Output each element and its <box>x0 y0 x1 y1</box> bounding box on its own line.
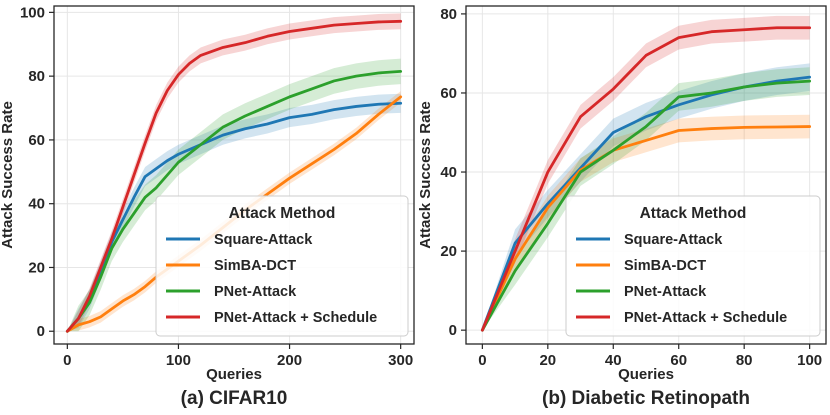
legend: Attack Method Square-Attack SimBA-DCT PNet-… <box>155 195 409 337</box>
x-tick-label: 100 <box>797 352 822 369</box>
x-axis-label: Queries <box>206 366 262 383</box>
x-tick-label: 0 <box>63 352 71 369</box>
legend-label-pnet-attack: PNet-Attack <box>214 284 297 300</box>
y-tick-label: 80 <box>28 68 45 85</box>
panel-cifar10: 0 100 200 300 0 20 40 60 80 100 Queries Attack Succ… <box>0 4 415 409</box>
y-tick-label: 40 <box>440 164 457 181</box>
legend-label-pnet-attack-schedule: PNet-Attack + Schedule <box>214 310 377 326</box>
x-tick-label: 80 <box>736 352 753 369</box>
plot-frame <box>465 5 827 345</box>
series-line-pnet-attack-schedule <box>480 26 812 332</box>
x-tick-label: 200 <box>277 352 302 369</box>
confidence-band-pnet-attack <box>67 58 401 332</box>
y-tick-label: 40 <box>28 196 45 213</box>
legend-label-pnet-attack-schedule: PNet-Attack + Schedule <box>624 310 787 326</box>
panel-caption: (b) Diabetic Retinopath <box>542 388 750 409</box>
y-tick-label: 20 <box>28 259 45 276</box>
x-tick-label: 60 <box>670 352 687 369</box>
y-axis-label: Attack Success Rate <box>417 101 434 249</box>
plot-frame <box>53 5 415 345</box>
panel-diabetic-retinopathy: 0 20 40 60 80 100 0 20 40 60 80 Queries Attack Succe… <box>417 5 827 409</box>
y-tick-label: 60 <box>28 132 45 149</box>
confidence-band-square-attack <box>67 93 401 332</box>
y-tick-label: 60 <box>440 85 457 102</box>
legend-box <box>155 195 409 337</box>
x-tick-label: 100 <box>166 352 191 369</box>
x-tick-label: 300 <box>388 352 413 369</box>
legend-label-square-attack: Square-Attack <box>624 232 723 248</box>
y-tick-label: 0 <box>37 323 45 340</box>
confidence-band-pnet-attack <box>482 67 810 331</box>
series-line-pnet-attack-schedule <box>65 19 403 333</box>
series-line-simba-dct <box>480 125 812 332</box>
x-tick-label: 0 <box>478 352 486 369</box>
series-line-pnet-attack <box>480 79 812 332</box>
x-tick-label: 40 <box>605 352 622 369</box>
y-tick-label: 0 <box>449 322 457 339</box>
x-tick-label: 20 <box>539 352 556 369</box>
legend-label-simba-dct: SimBA-DCT <box>624 258 706 274</box>
panel-caption: (a) CIFAR10 <box>181 388 288 409</box>
legend-box <box>565 195 821 337</box>
x-axis-label: Queries <box>618 366 674 383</box>
legend: Attack Method Square-Attack SimBA-DCT PNet-… <box>565 195 821 337</box>
y-tick-label: 80 <box>440 6 457 23</box>
series-line-pnet-attack <box>65 69 403 333</box>
legend-title: Attack Method <box>640 205 747 222</box>
y-tick-label: 100 <box>20 4 45 21</box>
y-axis-label: Attack Success Rate <box>0 101 16 249</box>
y-tick-label: 20 <box>440 243 457 260</box>
legend-label-square-attack: Square-Attack <box>214 232 313 248</box>
confidence-band-simba-dct <box>482 114 810 331</box>
legend-label-pnet-attack: PNet-Attack <box>624 284 707 300</box>
legend-title: Attack Method <box>229 205 336 222</box>
legend-label-simba-dct: SimBA-DCT <box>214 258 296 274</box>
